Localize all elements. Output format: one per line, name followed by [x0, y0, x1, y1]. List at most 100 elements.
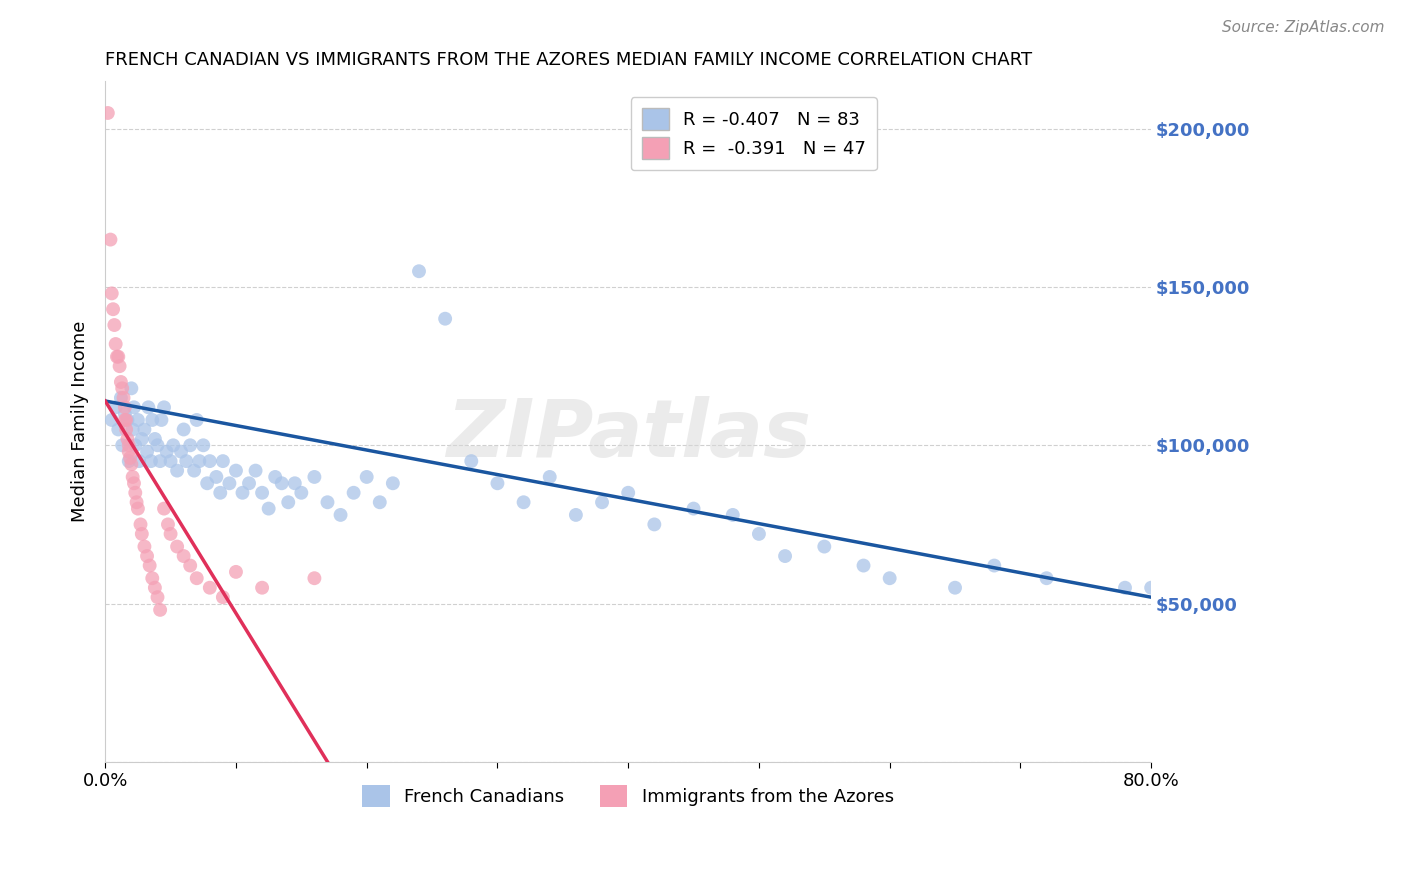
Point: [166, 464, 188, 478]
Point: [343, 485, 366, 500]
Point: [304, 571, 326, 585]
Point: [115, 413, 138, 427]
Point: [486, 476, 509, 491]
Point: [408, 264, 430, 278]
Point: [179, 558, 201, 573]
Point: [128, 454, 150, 468]
Point: [159, 527, 181, 541]
Point: [257, 501, 280, 516]
Point: [329, 508, 352, 522]
Point: [205, 470, 228, 484]
Point: [188, 454, 211, 468]
Point: [131, 527, 153, 541]
Point: [277, 495, 299, 509]
Point: [682, 501, 704, 516]
Point: [104, 401, 127, 415]
Point: [146, 591, 169, 605]
Point: [138, 558, 160, 573]
Point: [122, 401, 145, 415]
Point: [565, 508, 588, 522]
Text: FRENCH CANADIAN VS IMMIGRANTS FROM THE AZORES MEDIAN FAMILY INCOME CORRELATION C: FRENCH CANADIAN VS IMMIGRANTS FROM THE A…: [105, 51, 1032, 69]
Point: [174, 454, 197, 468]
Point: [115, 422, 138, 436]
Point: [212, 454, 235, 468]
Point: [136, 549, 159, 563]
Point: [149, 454, 172, 468]
Point: [103, 318, 125, 332]
Point: [183, 464, 205, 478]
Point: [381, 476, 404, 491]
Point: [186, 413, 208, 427]
Point: [121, 470, 143, 484]
Point: [209, 485, 232, 500]
Point: [122, 476, 145, 491]
Point: [813, 540, 835, 554]
Point: [100, 413, 122, 427]
Point: [131, 432, 153, 446]
Point: [121, 422, 143, 436]
Point: [105, 350, 128, 364]
Point: [138, 401, 160, 415]
Point: [460, 454, 482, 468]
Point: [111, 438, 134, 452]
Point: [114, 407, 136, 421]
Point: [538, 470, 561, 484]
Point: [141, 571, 163, 585]
Point: [111, 381, 134, 395]
Point: [100, 233, 122, 247]
Point: [117, 413, 139, 427]
Point: [173, 549, 195, 563]
Y-axis label: Median Family Income: Median Family Income: [72, 321, 89, 522]
Point: [173, 422, 195, 436]
Point: [118, 450, 141, 465]
Point: [159, 454, 181, 468]
Point: [124, 485, 146, 500]
Point: [110, 375, 132, 389]
Point: [250, 581, 273, 595]
Point: [100, 286, 122, 301]
Point: [983, 558, 1005, 573]
Point: [356, 470, 378, 484]
Point: [146, 438, 169, 452]
Point: [97, 106, 120, 120]
Point: [218, 476, 240, 491]
Point: [110, 391, 132, 405]
Point: [284, 476, 307, 491]
Point: [1140, 581, 1163, 595]
Point: [141, 413, 163, 427]
Point: [773, 549, 796, 563]
Text: Source: ZipAtlas.com: Source: ZipAtlas.com: [1222, 20, 1385, 35]
Point: [195, 476, 218, 491]
Point: [304, 470, 326, 484]
Point: [179, 438, 201, 452]
Point: [107, 350, 129, 364]
Point: [943, 581, 966, 595]
Point: [290, 485, 312, 500]
Point: [125, 495, 148, 509]
Point: [108, 359, 131, 374]
Point: [127, 501, 149, 516]
Point: [162, 438, 184, 452]
Point: [143, 581, 166, 595]
Point: [879, 571, 901, 585]
Point: [852, 558, 875, 573]
Point: [250, 485, 273, 500]
Point: [245, 464, 267, 478]
Point: [198, 454, 221, 468]
Point: [114, 413, 136, 427]
Point: [150, 413, 173, 427]
Point: [139, 454, 162, 468]
Point: [238, 476, 260, 491]
Point: [107, 422, 129, 436]
Point: [512, 495, 534, 509]
Point: [748, 527, 770, 541]
Point: [134, 540, 156, 554]
Point: [225, 565, 247, 579]
Point: [136, 444, 159, 458]
Point: [104, 337, 127, 351]
Point: [170, 444, 193, 458]
Point: [118, 444, 141, 458]
Point: [143, 432, 166, 446]
Point: [101, 302, 124, 317]
Point: [114, 401, 136, 415]
